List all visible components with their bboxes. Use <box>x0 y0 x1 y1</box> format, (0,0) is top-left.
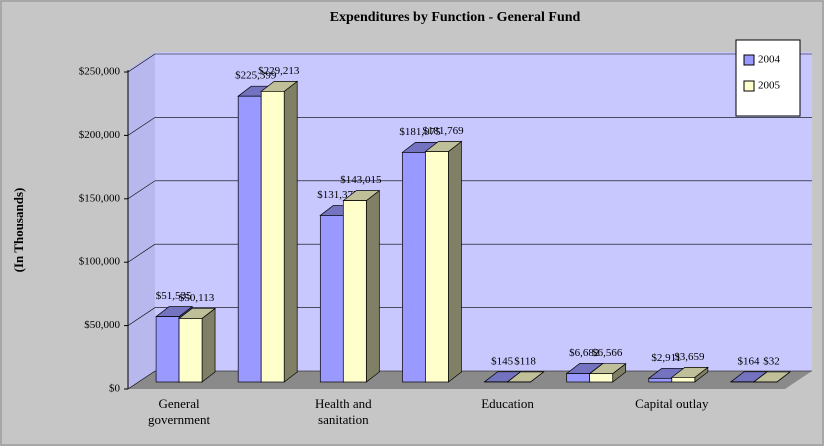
data-label: $181,769 <box>422 125 464 137</box>
bar-group <box>588 362 627 383</box>
bar <box>155 316 180 383</box>
x-tick-label: Education <box>481 396 534 411</box>
bar-group <box>752 371 791 383</box>
bar <box>671 377 696 383</box>
bar-group <box>424 140 463 383</box>
data-label: $2,911 <box>651 352 681 364</box>
bar-side <box>448 140 462 383</box>
data-label: $118 <box>514 355 536 367</box>
left-wall <box>128 52 155 389</box>
grid-line <box>127 243 812 263</box>
bar <box>589 373 614 383</box>
bar-side <box>201 307 216 383</box>
x-tick-label: General government <box>148 396 211 427</box>
grid-line <box>127 307 812 326</box>
legend-label: 2004 <box>758 54 781 66</box>
bar-group <box>506 371 545 383</box>
plot-wall <box>128 52 812 389</box>
x-tick-label: Capital outlay <box>635 396 709 411</box>
data-label: $51,535 <box>156 290 192 302</box>
bar-group <box>260 80 299 383</box>
y-tick-label: $150,000 <box>79 192 121 204</box>
bar <box>566 373 591 383</box>
data-label: $229,213 <box>258 65 300 77</box>
bar-group <box>670 366 709 383</box>
data-label: $145 <box>491 355 514 367</box>
y-tick-label: $100,000 <box>79 256 121 268</box>
data-label: $50,113 <box>179 292 215 304</box>
y-tick-label: $200,000 <box>79 129 121 141</box>
data-label: $32 <box>763 355 780 367</box>
bar-side <box>283 80 298 383</box>
y-tick-label: $0 <box>109 383 121 395</box>
data-label: $181,075 <box>399 126 441 138</box>
data-label: $164 <box>737 355 760 367</box>
y-axis-label: (In Thousands) <box>11 188 26 273</box>
data-label: $3,659 <box>674 351 705 363</box>
bar <box>260 91 285 383</box>
y-tick-label: $50,000 <box>84 319 120 331</box>
legend-swatch <box>743 80 755 92</box>
data-label: $225,399 <box>235 70 277 82</box>
bar <box>648 377 673 383</box>
legend-swatch <box>743 54 755 66</box>
grid-line <box>127 53 812 73</box>
x-tick-label: Health and sanitation <box>314 396 372 427</box>
bar <box>237 95 262 383</box>
bar-side <box>365 189 380 383</box>
legend-box <box>735 39 801 117</box>
legend-label: 2005 <box>758 80 781 92</box>
data-label: $143,015 <box>340 174 382 186</box>
bar-group <box>342 189 381 383</box>
bar <box>425 151 449 383</box>
bar <box>319 215 344 383</box>
data-label: $6,682 <box>569 347 599 359</box>
bar-group <box>178 307 217 383</box>
y-tick-label: $250,000 <box>79 66 121 78</box>
data-label: $6,566 <box>592 347 623 359</box>
grid-line <box>127 180 812 200</box>
bar <box>402 152 426 383</box>
grid-line <box>127 117 812 136</box>
bar <box>342 200 367 383</box>
chart-title: Expenditures by Function - General Fund <box>330 10 581 25</box>
bar <box>178 318 203 383</box>
floor <box>128 371 812 389</box>
